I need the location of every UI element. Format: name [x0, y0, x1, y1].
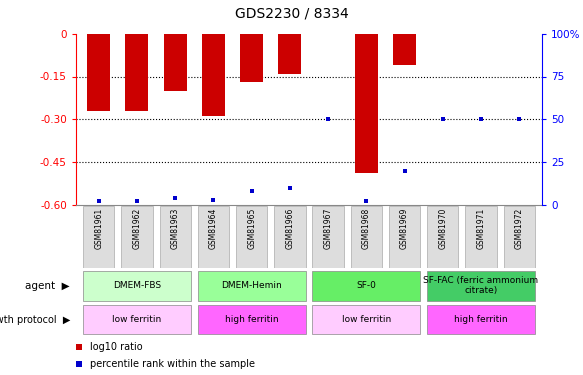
Text: low ferritin: low ferritin — [113, 315, 161, 324]
Text: GSM81969: GSM81969 — [400, 208, 409, 249]
Text: high ferritin: high ferritin — [225, 315, 279, 324]
Bar — [121, 206, 153, 268]
Bar — [355, 34, 378, 173]
Text: low ferritin: low ferritin — [342, 315, 391, 324]
Text: growth protocol  ▶: growth protocol ▶ — [0, 315, 70, 325]
Text: GSM81965: GSM81965 — [247, 208, 256, 249]
Bar — [504, 206, 535, 268]
Bar — [83, 206, 114, 268]
Bar — [312, 271, 420, 301]
Text: SF-FAC (ferric ammonium
citrate): SF-FAC (ferric ammonium citrate) — [423, 276, 539, 296]
Text: SF-0: SF-0 — [356, 281, 376, 290]
Text: GSM81968: GSM81968 — [362, 208, 371, 249]
Text: GSM81972: GSM81972 — [515, 208, 524, 249]
Text: log10 ratio: log10 ratio — [90, 342, 143, 352]
Bar — [87, 34, 110, 111]
Text: GSM81962: GSM81962 — [132, 208, 142, 249]
Text: GSM81964: GSM81964 — [209, 208, 218, 249]
Bar — [427, 271, 535, 301]
Text: DMEM-Hemin: DMEM-Hemin — [222, 281, 282, 290]
Text: GSM81970: GSM81970 — [438, 208, 447, 249]
Bar — [160, 206, 191, 268]
Text: GSM81966: GSM81966 — [285, 208, 294, 249]
Text: GSM81967: GSM81967 — [324, 208, 333, 249]
Bar — [393, 34, 416, 65]
Bar — [465, 206, 497, 268]
Bar — [198, 305, 305, 334]
Text: percentile rank within the sample: percentile rank within the sample — [90, 359, 255, 369]
Bar — [427, 305, 535, 334]
Bar — [164, 34, 187, 91]
Bar — [389, 206, 420, 268]
Bar — [83, 271, 191, 301]
Bar — [125, 34, 149, 111]
Bar — [312, 206, 344, 268]
Text: high ferritin: high ferritin — [454, 315, 508, 324]
Bar — [240, 34, 263, 82]
Text: GSM81963: GSM81963 — [171, 208, 180, 249]
Text: DMEM-FBS: DMEM-FBS — [113, 281, 161, 290]
Bar — [198, 206, 229, 268]
Bar — [198, 271, 305, 301]
Bar — [312, 305, 420, 334]
Bar — [83, 305, 191, 334]
Bar — [202, 34, 225, 116]
Bar — [236, 206, 268, 268]
Text: GDS2230 / 8334: GDS2230 / 8334 — [234, 7, 349, 21]
Text: agent  ▶: agent ▶ — [25, 281, 70, 291]
Text: GSM81971: GSM81971 — [476, 208, 486, 249]
Bar — [274, 206, 305, 268]
Text: GSM81961: GSM81961 — [94, 208, 103, 249]
Bar — [350, 206, 382, 268]
Bar — [279, 34, 301, 74]
Bar — [427, 206, 458, 268]
